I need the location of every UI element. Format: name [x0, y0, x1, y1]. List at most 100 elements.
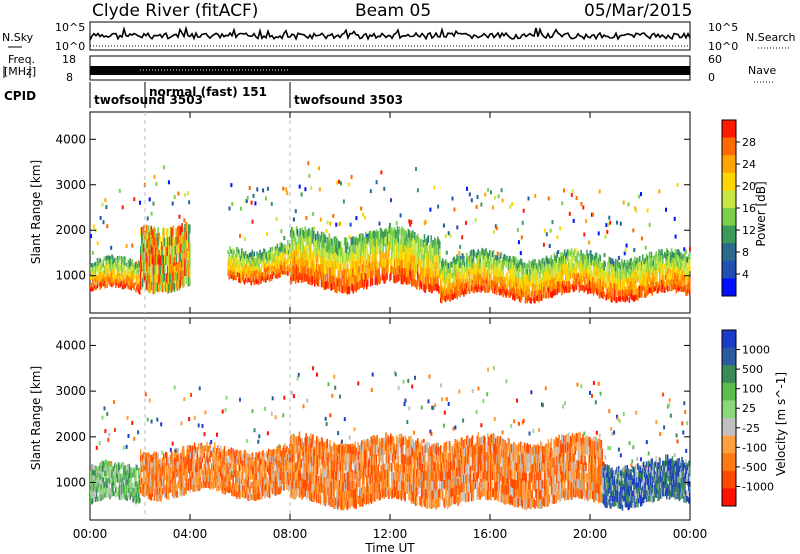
echo-cell — [511, 202, 514, 207]
echo-cell — [163, 165, 166, 170]
echo-cell — [458, 283, 460, 289]
echo-cell — [297, 251, 300, 260]
echo-cell — [193, 442, 196, 450]
echo-cell — [287, 260, 289, 266]
echo-cell — [149, 246, 152, 256]
echo-cell — [121, 284, 124, 290]
echo-cell — [470, 198, 473, 203]
echo-cell — [139, 475, 141, 480]
echo-cell — [688, 270, 690, 277]
echo-cell — [465, 267, 467, 273]
echo-cell — [503, 288, 506, 294]
echo-cell — [241, 267, 244, 272]
echo-cell — [425, 282, 428, 290]
echo-cell — [153, 254, 156, 265]
echo-cell — [129, 280, 131, 286]
echo-cell — [317, 233, 320, 242]
echo-cell — [681, 266, 683, 272]
echo-cell — [555, 262, 557, 269]
echo-cell — [553, 289, 556, 296]
echo-cell — [413, 256, 415, 264]
echo-cell — [568, 281, 571, 287]
echo-cell — [502, 291, 505, 298]
echo-cell — [591, 276, 594, 283]
echo-cell — [375, 180, 378, 185]
echo-cell — [559, 267, 561, 273]
echo-cell — [333, 244, 335, 252]
echo-cell — [469, 256, 472, 263]
echo-cell — [256, 479, 258, 487]
echo-cell — [102, 483, 105, 489]
echo-cell — [279, 272, 281, 278]
echo-cell — [340, 256, 342, 265]
echo-cell — [671, 284, 674, 290]
echo-cell — [90, 494, 92, 500]
echo-cell — [427, 281, 430, 290]
echo-cell — [585, 265, 587, 271]
echo-cell — [362, 279, 364, 287]
echo-cell — [574, 248, 577, 253]
echo-cell — [301, 250, 304, 258]
echo-cell — [181, 482, 183, 490]
echo-cell — [553, 277, 556, 284]
echo-cell — [538, 290, 540, 297]
echo-cell — [244, 251, 247, 256]
echo-cell — [206, 448, 208, 456]
echo-cell — [357, 238, 359, 246]
echo-cell — [264, 452, 266, 460]
echo-cell — [538, 283, 540, 291]
echo-cell — [139, 272, 141, 277]
echo-cell — [616, 284, 619, 290]
echo-cell — [465, 289, 467, 295]
echo-cell — [435, 255, 437, 263]
echo-cell — [216, 478, 218, 486]
echo-cell — [203, 475, 206, 481]
echo-cell — [331, 275, 333, 283]
echo-cell — [148, 240, 151, 250]
echo-cell — [417, 273, 420, 282]
echo-cell — [685, 262, 687, 268]
echo-cell — [170, 245, 173, 256]
echo-cell — [172, 243, 175, 253]
echo-cell — [598, 273, 601, 280]
echo-cell — [628, 280, 631, 286]
echo-cell — [277, 445, 280, 453]
echo-cell — [394, 230, 397, 238]
echo-cell — [550, 255, 553, 262]
echo-cell — [230, 249, 232, 254]
echo-cell — [273, 448, 276, 456]
echo-cell — [632, 228, 635, 233]
echo-cell — [454, 259, 456, 266]
echo-cell — [644, 245, 647, 250]
echo-cell — [540, 268, 542, 274]
echo-cell — [208, 476, 210, 482]
echo-cell — [124, 256, 127, 262]
echo-cell — [218, 483, 221, 490]
echo-cell — [455, 269, 457, 276]
echo-cell — [239, 263, 241, 269]
echo-cell — [408, 276, 410, 285]
echo-cell — [93, 277, 96, 282]
echo-cell — [113, 266, 115, 271]
echo-cell — [639, 291, 641, 298]
echo-cell — [261, 264, 263, 269]
echo-cell — [661, 255, 663, 262]
echo-cell — [129, 483, 131, 489]
echo-cell — [272, 267, 275, 272]
echo-cell — [257, 262, 259, 267]
echo-cell — [633, 258, 635, 265]
colorbar-tick-label: 12 — [742, 224, 756, 237]
echo-cell — [542, 275, 545, 282]
echo-cell — [436, 261, 438, 270]
echo-cell — [604, 272, 606, 278]
echo-cell — [684, 263, 686, 270]
echo-cell — [386, 258, 388, 266]
echo-cell — [157, 236, 159, 246]
echo-cell — [648, 251, 651, 258]
echo-cell — [598, 279, 601, 286]
echo-cell — [460, 278, 462, 285]
echo-cell — [214, 455, 216, 463]
echo-cell — [180, 488, 182, 495]
echo-cell — [244, 484, 247, 492]
echo-cell — [355, 268, 357, 277]
